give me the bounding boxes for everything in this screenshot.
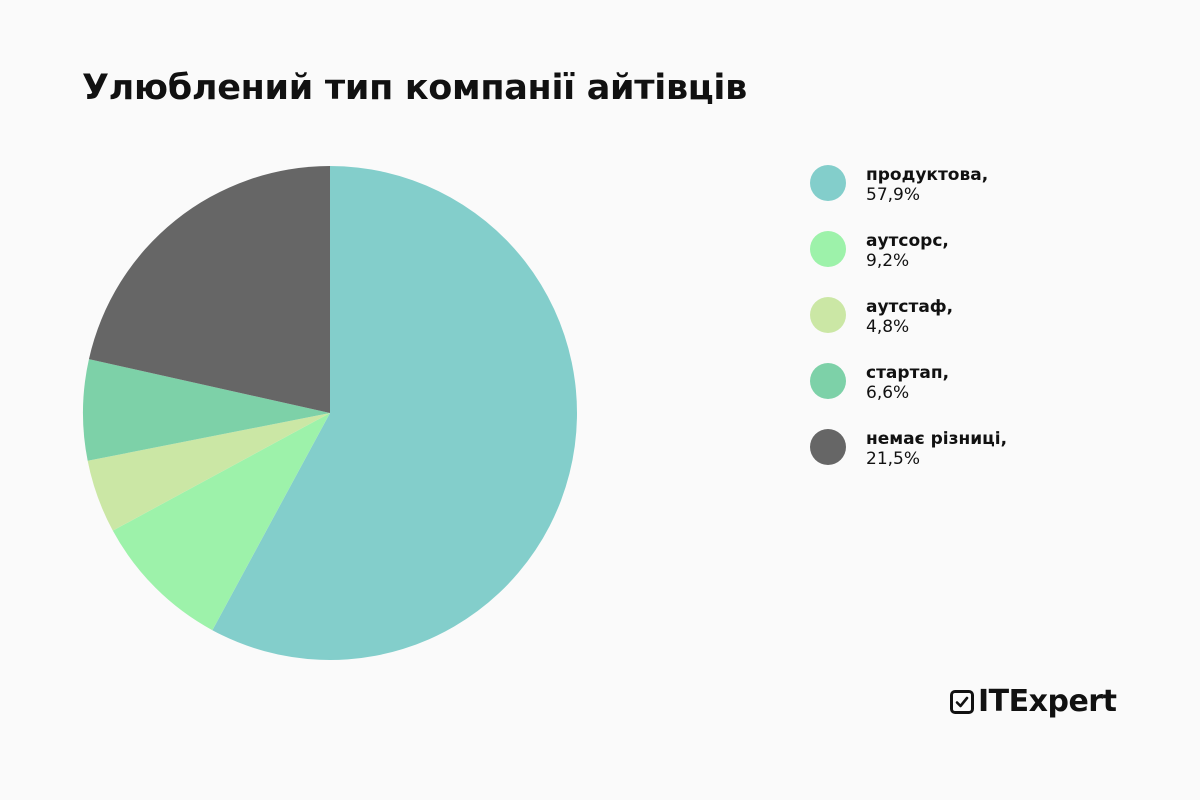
- legend-item: аутстаф, 4,8%: [810, 297, 1007, 363]
- checkbox-icon: [950, 689, 974, 714]
- legend-value: 21,5%: [866, 449, 921, 469]
- pie-slice: [87, 413, 330, 531]
- chart-title: Улюблений тип компанії айтівців: [82, 68, 747, 108]
- legend-swatch: [810, 231, 846, 267]
- logo-text: ITExpert: [978, 684, 1117, 719]
- legend-label: немає різниці,: [866, 429, 1008, 449]
- legend-value: 57,9%: [866, 185, 921, 205]
- legend: продуктова, 57,9% аутсорс, 9,2% аутстаф, 4,…: [810, 165, 1007, 495]
- legend-swatch: [810, 165, 846, 201]
- pie-slice: [112, 413, 330, 631]
- pie-chart: [83, 166, 577, 660]
- legend-swatch: [810, 429, 846, 465]
- legend-item: стартап, 6,6%: [810, 363, 1007, 429]
- legend-label: аутстаф,: [866, 297, 954, 317]
- legend-item: аутсорс, 9,2%: [810, 231, 1007, 297]
- pie-slice: [83, 359, 330, 461]
- legend-item: продуктова, 57,9%: [810, 165, 1007, 231]
- legend-label: продуктова,: [866, 165, 989, 185]
- legend-swatch: [810, 297, 846, 333]
- legend-value: 9,2%: [866, 251, 910, 271]
- legend-label: аутсорс,: [866, 231, 949, 251]
- legend-value: 6,6%: [866, 383, 910, 403]
- legend-swatch: [810, 363, 846, 399]
- pie-slice: [212, 166, 577, 660]
- legend-value: 4,8%: [866, 317, 910, 337]
- legend-item: немає різниці, 21,5%: [810, 429, 1007, 495]
- pie-slice: [88, 166, 330, 413]
- itexpert-logo: ITExpert: [950, 684, 1117, 719]
- legend-label: стартап,: [866, 363, 950, 383]
